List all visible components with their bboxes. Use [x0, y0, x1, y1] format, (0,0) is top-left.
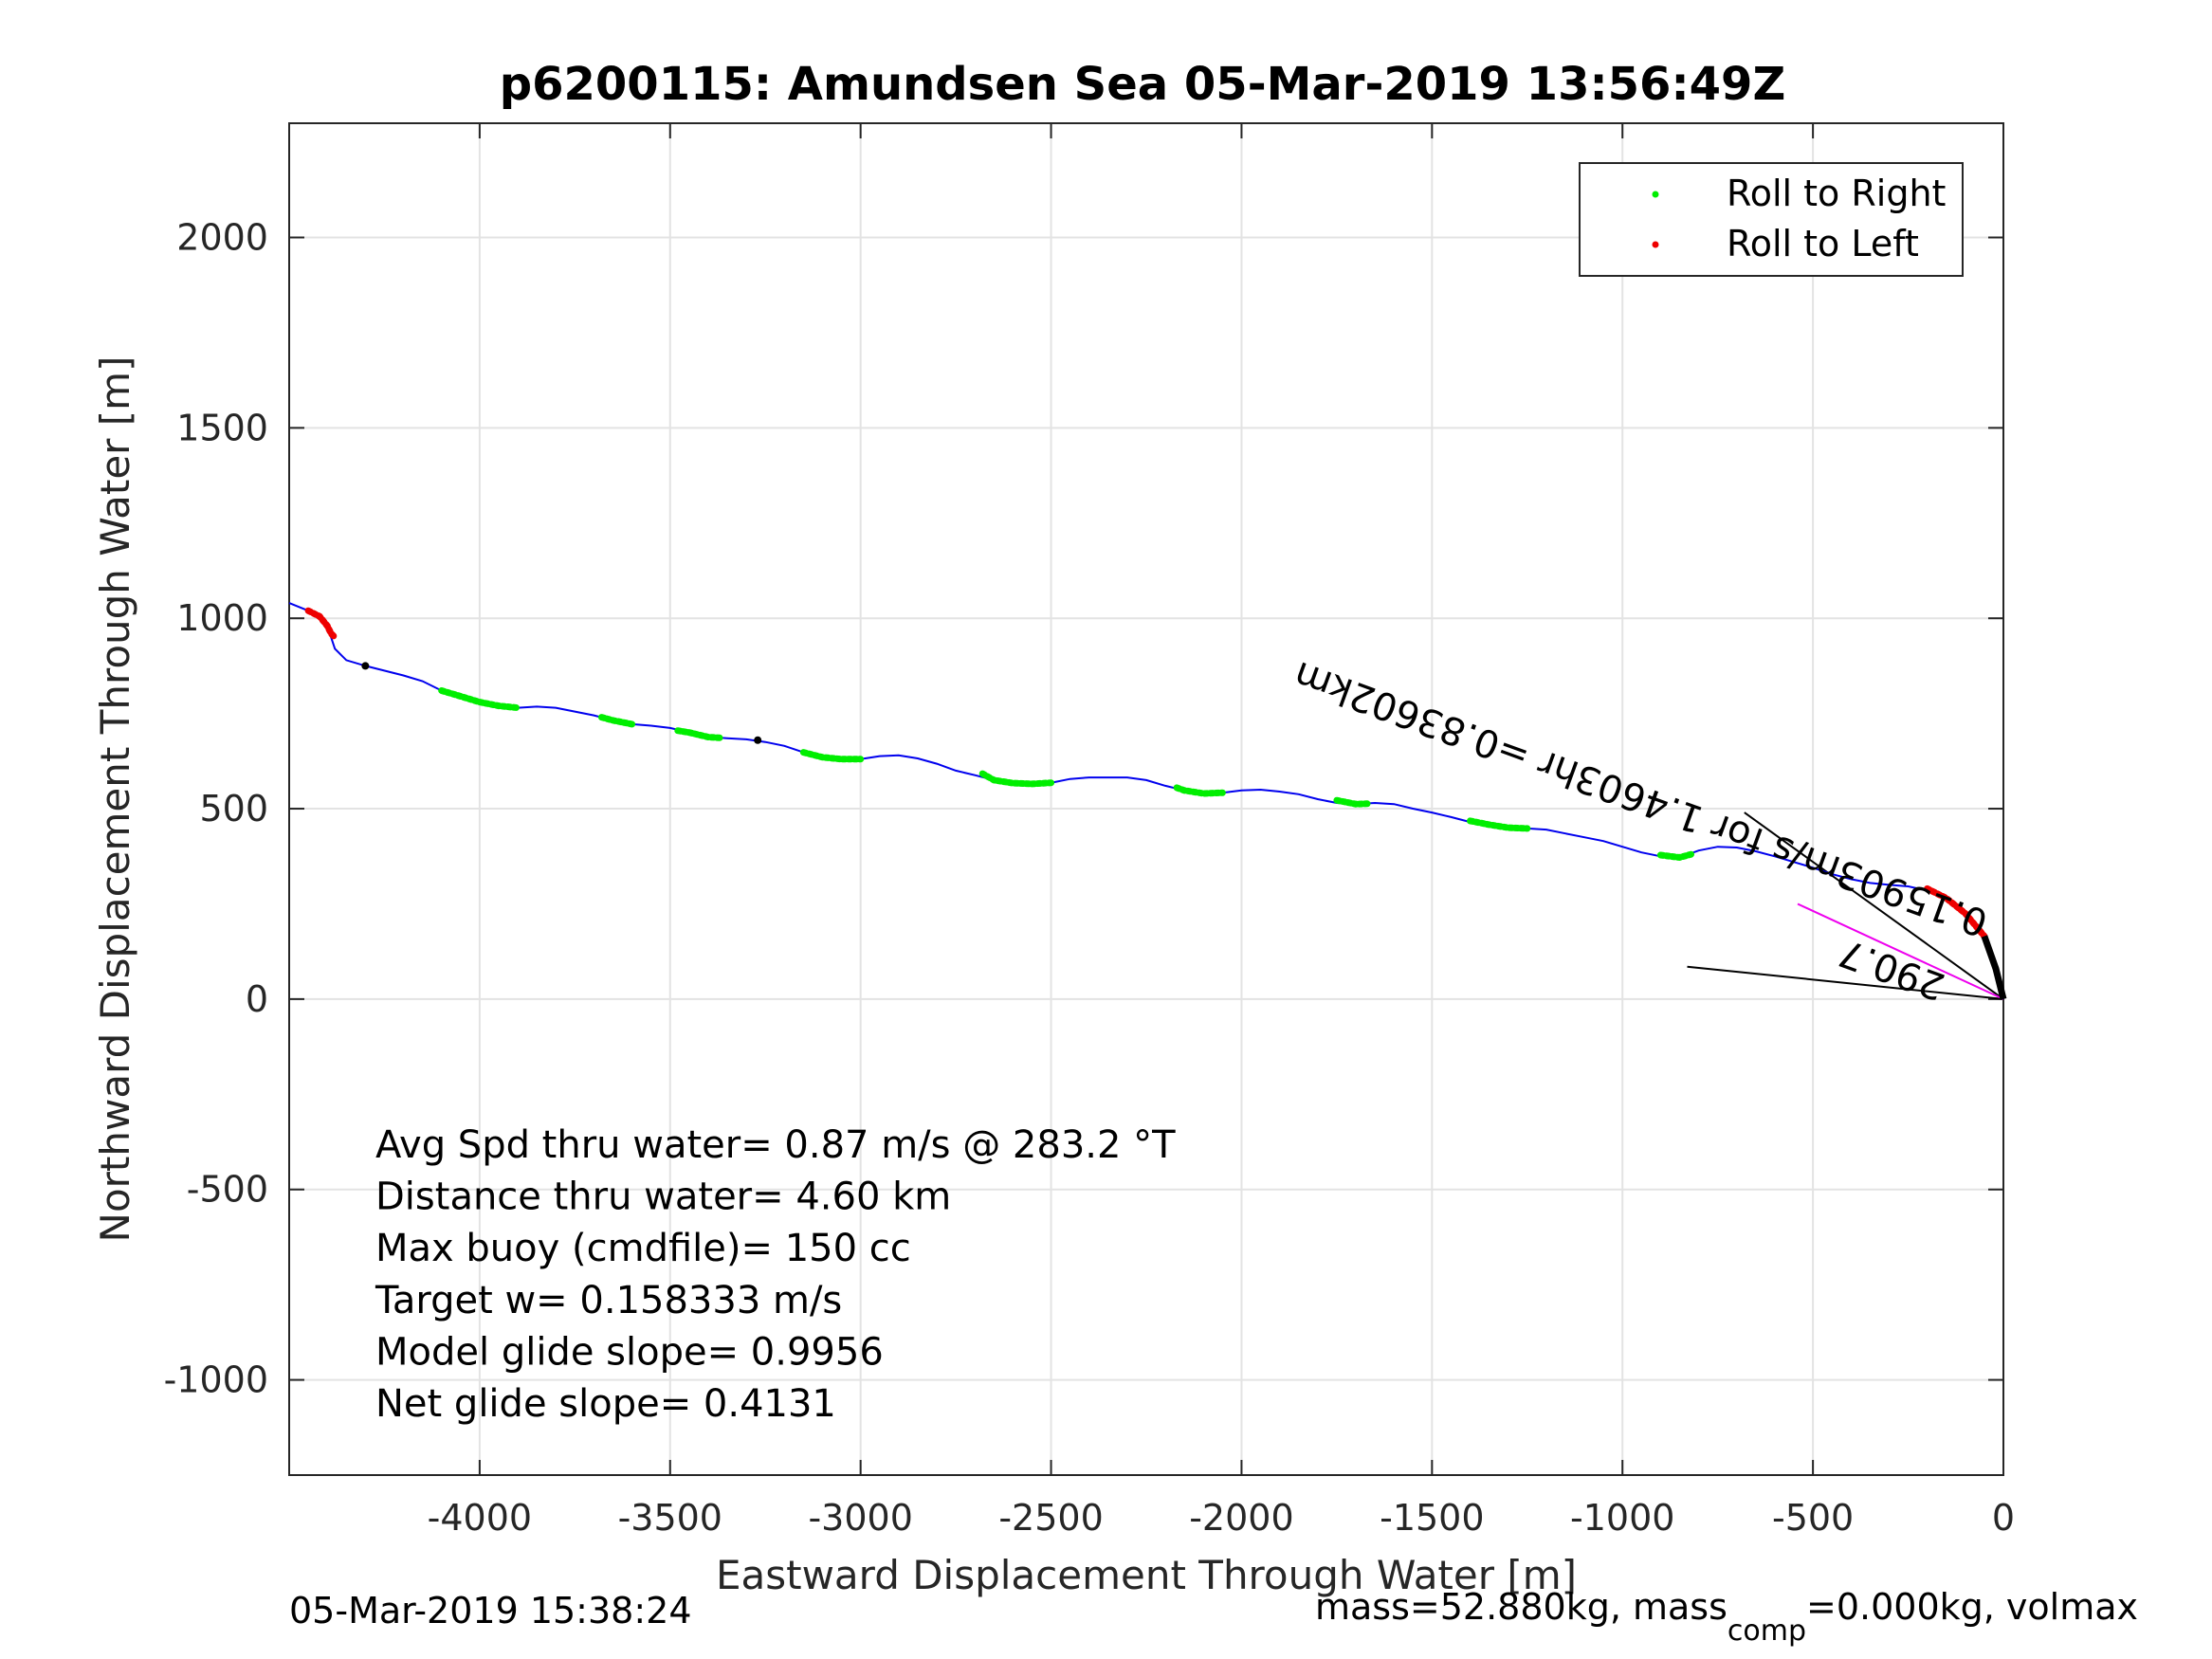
x-tick-label: 0 [1992, 1497, 2015, 1539]
legend-box [1579, 162, 1964, 277]
roll-left-segment [304, 607, 338, 641]
stats-line: Net glide slope= 0.4131 [375, 1382, 836, 1426]
heading-line [1687, 965, 2004, 1000]
roll-right-segment [438, 687, 521, 712]
y-tick-label: 1500 [176, 407, 268, 448]
y-tick-label: -1000 [164, 1359, 268, 1401]
roll-right-segment [1656, 850, 1694, 862]
roll-right-segment [674, 727, 723, 741]
y-tick-label: 500 [199, 788, 268, 830]
net-displacement-line [1797, 902, 2004, 1000]
roll-right-segment [978, 770, 1055, 788]
footer-mass-info: mass=52.880kg, masscomp=0.000kg, volmax [1315, 1586, 2138, 1648]
roll-right-segment [1333, 796, 1371, 808]
x-tick-label: -3500 [618, 1497, 722, 1539]
legend-label-roll-left: Roll to Left [1727, 223, 1919, 264]
waypoint-dot [361, 662, 370, 670]
roll-right-segment [1467, 817, 1531, 832]
y-tick-label: -500 [187, 1169, 268, 1211]
stats-text-block: Avg Spd thru water= 0.87 m/s @ 283.2 °T D… [375, 1123, 1176, 1426]
footer-mass-sub: comp [1728, 1614, 1806, 1648]
surface-drift-segment [1981, 935, 2007, 1000]
track-line [288, 602, 2004, 1000]
y-tick-label: 0 [246, 978, 268, 1020]
x-tick-label: -500 [1772, 1497, 1854, 1539]
y-axis-label: Northward Displacement Through Water [m] [92, 356, 138, 1243]
stats-line: Max buoy (cmdfile)= 150 cc [375, 1227, 911, 1270]
x-tick-label: -1000 [1570, 1497, 1674, 1539]
legend-marker-roll-left [1652, 241, 1659, 248]
legend-marker-roll-right [1652, 191, 1659, 198]
y-tick-label: 1000 [176, 597, 268, 639]
x-tick-label: -2500 [998, 1497, 1103, 1539]
stats-line: Target w= 0.158333 m/s [375, 1279, 842, 1322]
footer-timestamp: 05-Mar-2019 15:38:24 [289, 1590, 692, 1632]
x-tick-label: -1500 [1380, 1497, 1484, 1539]
grid [289, 123, 2004, 1475]
legend-label-roll-right: Roll to Right [1727, 173, 1946, 214]
heading-line [1744, 811, 2004, 1000]
heading-annotation: 290.7 [1834, 930, 1950, 1008]
stats-line: Model glide slope= 0.9956 [375, 1330, 884, 1374]
chart-title: p6200115: Amundsen Sea 05-Mar-2019 13:56… [500, 58, 1786, 111]
footer-mass-prefix: mass=52.880kg, mass [1315, 1586, 1728, 1628]
x-tick-label: -3000 [808, 1497, 912, 1539]
legend: Roll to Right Roll to Left [1579, 162, 1964, 277]
drift-annotation: 0.15903m/s for 1.4603hr =0.83602km [1289, 652, 1994, 944]
tick-labels: -4000 -3500 -3000 -2500 -2000 -1500 -1000 -500 0… [164, 217, 2016, 1539]
x-tick-label: -4000 [428, 1497, 532, 1539]
roll-left-segment [1924, 884, 1988, 940]
roll-right-segment [1173, 784, 1226, 797]
waypoint-dot [754, 736, 762, 744]
stats-line: Avg Spd thru water= 0.87 m/s @ 283.2 °T [375, 1123, 1176, 1167]
plot-frame [288, 122, 2004, 1476]
x-tick-label: -2000 [1189, 1497, 1293, 1539]
x-axis-label: Eastward Displacement Through Water [m] [716, 1552, 1577, 1598]
footer-mass-suffix: =0.000kg, volmax [1806, 1586, 2138, 1628]
roll-right-segment [598, 714, 636, 728]
tick-marks [289, 123, 2004, 1475]
roll-right-segment [799, 749, 865, 763]
stats-line: Distance thru water= 4.60 km [375, 1176, 951, 1219]
y-tick-label: 2000 [176, 217, 268, 259]
